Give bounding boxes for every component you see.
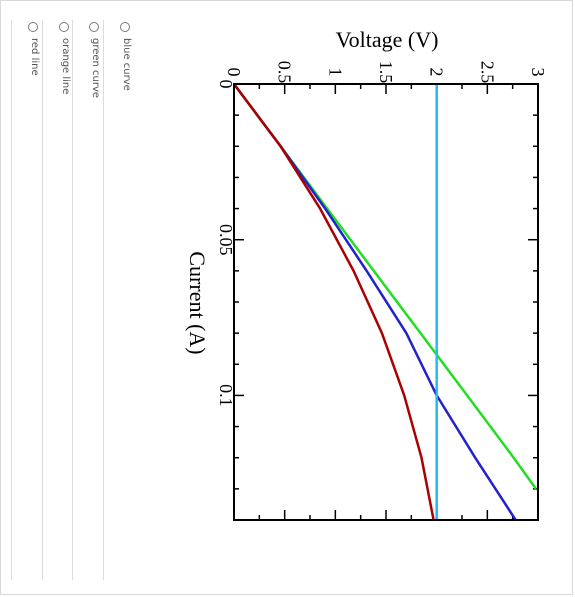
y-tick-label: 2	[427, 68, 447, 77]
x-tick-label: 0	[216, 80, 236, 89]
y-tick-label: 3	[528, 68, 548, 77]
y-axis-title: Voltage (V)	[336, 27, 439, 52]
red-series-line	[234, 84, 435, 520]
y-tick-label: 1	[325, 68, 345, 77]
plot-frame	[233, 83, 539, 521]
y-tick-label: 0	[224, 68, 244, 77]
y-tick-label: 1.5	[376, 61, 396, 84]
y-tick-label: 2.5	[477, 61, 497, 84]
y-tick-label: 0.5	[275, 61, 295, 84]
x-tick-label: 0.05	[216, 224, 236, 256]
tick-labels: 0 0.5 1 1.5 2 2.5 3 0 0.05 0.1	[216, 61, 548, 407]
x-axis-title: Current (A)	[185, 251, 210, 354]
blue-series-line	[234, 84, 517, 520]
x-tick-label: 0.1	[216, 384, 236, 407]
series-lines	[234, 84, 538, 520]
